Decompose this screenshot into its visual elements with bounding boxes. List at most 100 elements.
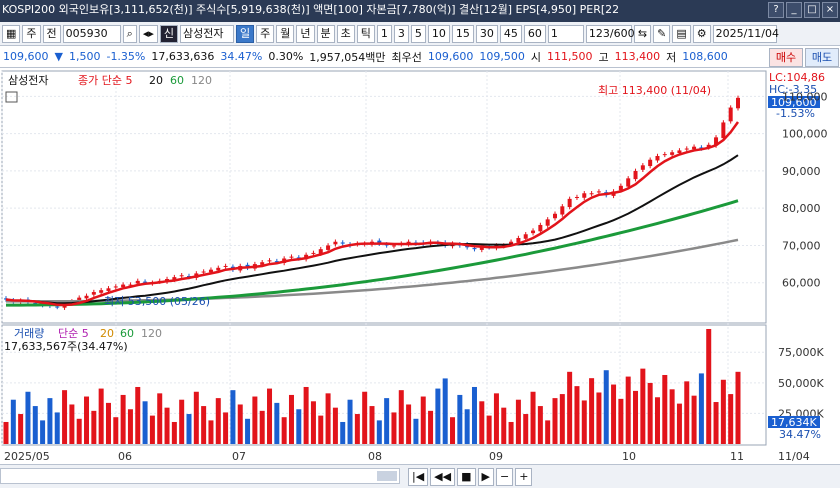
volume-bar [76,418,82,444]
candle [721,122,726,139]
candle [289,256,294,258]
volume-bar [179,399,185,444]
code-input[interactable]: 005930 [62,24,121,43]
volume-bar [267,388,273,444]
zoom-out-icon[interactable]: − [495,468,514,486]
next-icon[interactable]: ▶ [477,468,494,486]
max-note: 최고 113,400 (11/04) [598,84,711,97]
tab-minute[interactable]: 분 [316,24,335,43]
grid-icon[interactable]: ▦ [2,24,21,43]
tab-tick[interactable]: 틱 [356,24,375,43]
ma-120-line [6,238,739,303]
interval-1[interactable]: 1 [376,24,392,43]
prev-icon[interactable]: ◀◀ [430,468,456,486]
stock-chart[interactable]: 삼성전자 종가 단순 5 20 60 120 최고 113,400 (11/04… [0,68,840,464]
settings-icon[interactable]: ⚙ [692,24,711,43]
price-tick: 70,000 [782,239,821,252]
scrollbar-track[interactable] [0,468,400,484]
date-field[interactable]: 2025/11/04 [712,24,779,43]
candle [545,219,550,226]
page-field[interactable]: 123/600 [585,24,635,43]
speaker-icon[interactable]: ◂▸ [138,24,158,43]
price-tick: 90,000 [782,165,821,178]
tab-month[interactable]: 월 [276,24,295,43]
volume-bar [98,388,104,444]
volume-bar [142,401,148,444]
volume-bar [523,414,529,444]
high-label: 고 [598,50,609,64]
candle [172,277,177,280]
volume-bar [120,394,126,444]
interval-60[interactable]: 60 [523,24,546,43]
toolbar: ▦ 주 전 005930 ⌕ ◂▸ 신 삼성전자 일 주 월 년 분 초 틱 1… [0,22,840,46]
search-icon[interactable]: ⌕ [122,24,137,43]
volume-bar [40,420,46,444]
volume-value: 17,633,567주(34.47%) [4,340,128,353]
indicator-icon[interactable]: ⇆ [633,24,652,43]
volume-bar [318,415,324,444]
stock-name-field[interactable]: 삼성전자 [180,24,234,43]
save-icon[interactable]: ▤ [672,24,691,43]
volume-bar [559,394,565,444]
tab-year[interactable]: 년 [296,24,315,43]
volume-bar [325,393,331,444]
candle [553,213,557,219]
volume-bar [105,402,111,444]
candle [333,241,338,245]
volume-bar [25,391,31,444]
volume-bar [493,393,499,444]
tab-second[interactable]: 초 [336,24,355,43]
volume-bar [215,398,221,444]
volume-bar [164,407,170,444]
volume-bar [428,410,434,444]
interval-45[interactable]: 45 [499,24,522,43]
volume-ma-20-legend: 20 [100,327,114,340]
candle [582,193,587,198]
ma-legend: 종가 단순 5 [78,74,132,87]
interval-10[interactable]: 10 [427,24,450,43]
interval-15[interactable]: 15 [451,24,474,43]
maximize-icon[interactable]: □ [804,2,820,18]
minimize-icon[interactable]: _ [786,2,802,18]
volume-bar [728,394,734,444]
hc-label: HC:-3.35 [769,83,817,96]
bid-1: 109,600 [427,50,474,63]
panel-menu-icon[interactable] [5,91,18,103]
x-tick: 09 [489,450,503,463]
sell-button[interactable]: 매도 [805,48,839,67]
volume-bar [18,414,24,444]
x-tick: 08 [368,450,382,463]
candle [472,248,477,250]
volume-bar [288,394,294,444]
close-icon[interactable]: × [822,2,838,18]
window-controls: ? _ □ × [768,2,838,18]
price-tick: 60,000 [782,277,821,290]
tool-icon[interactable]: ✎ [653,24,671,43]
candle [311,252,316,254]
interval-3[interactable]: 3 [393,24,409,43]
scrollbar-thumb[interactable] [377,471,397,481]
zoom-in-icon[interactable]: + [515,468,533,486]
interval-5[interactable]: 5 [410,24,426,43]
candle [728,107,733,122]
candle [516,238,521,243]
last-price-marker [768,96,820,108]
period-select[interactable]: 주 [22,24,41,43]
volume-bar [354,414,360,444]
buy-button[interactable]: 매수 [769,48,803,67]
volume-bar [10,399,16,444]
tab-week[interactable]: 주 [256,24,275,43]
interval-30[interactable]: 30 [475,24,498,43]
volume-bar [113,417,119,444]
x-tick: 06 [118,450,132,463]
tab-day[interactable]: 일 [236,24,255,43]
candle [113,286,118,288]
price-tick: 100,000 [782,128,828,141]
help-icon[interactable]: ? [768,2,784,18]
stop-icon[interactable]: ■ [457,468,476,486]
volume-bar [62,390,68,444]
candle [589,193,594,195]
prev-button[interactable]: 전 [42,24,61,43]
interval-input[interactable]: 1 [547,24,584,43]
first-icon[interactable]: |◀ [408,468,429,486]
